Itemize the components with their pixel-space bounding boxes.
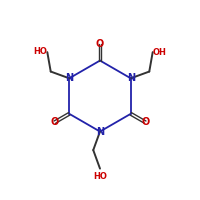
Text: N: N xyxy=(96,127,104,137)
Text: O: O xyxy=(141,117,149,127)
Text: OH: OH xyxy=(153,48,167,57)
Text: O: O xyxy=(96,39,104,49)
Text: HO: HO xyxy=(33,47,47,56)
Text: HO: HO xyxy=(93,172,107,181)
Text: N: N xyxy=(65,73,73,83)
Text: N: N xyxy=(127,73,135,83)
Text: O: O xyxy=(51,117,59,127)
